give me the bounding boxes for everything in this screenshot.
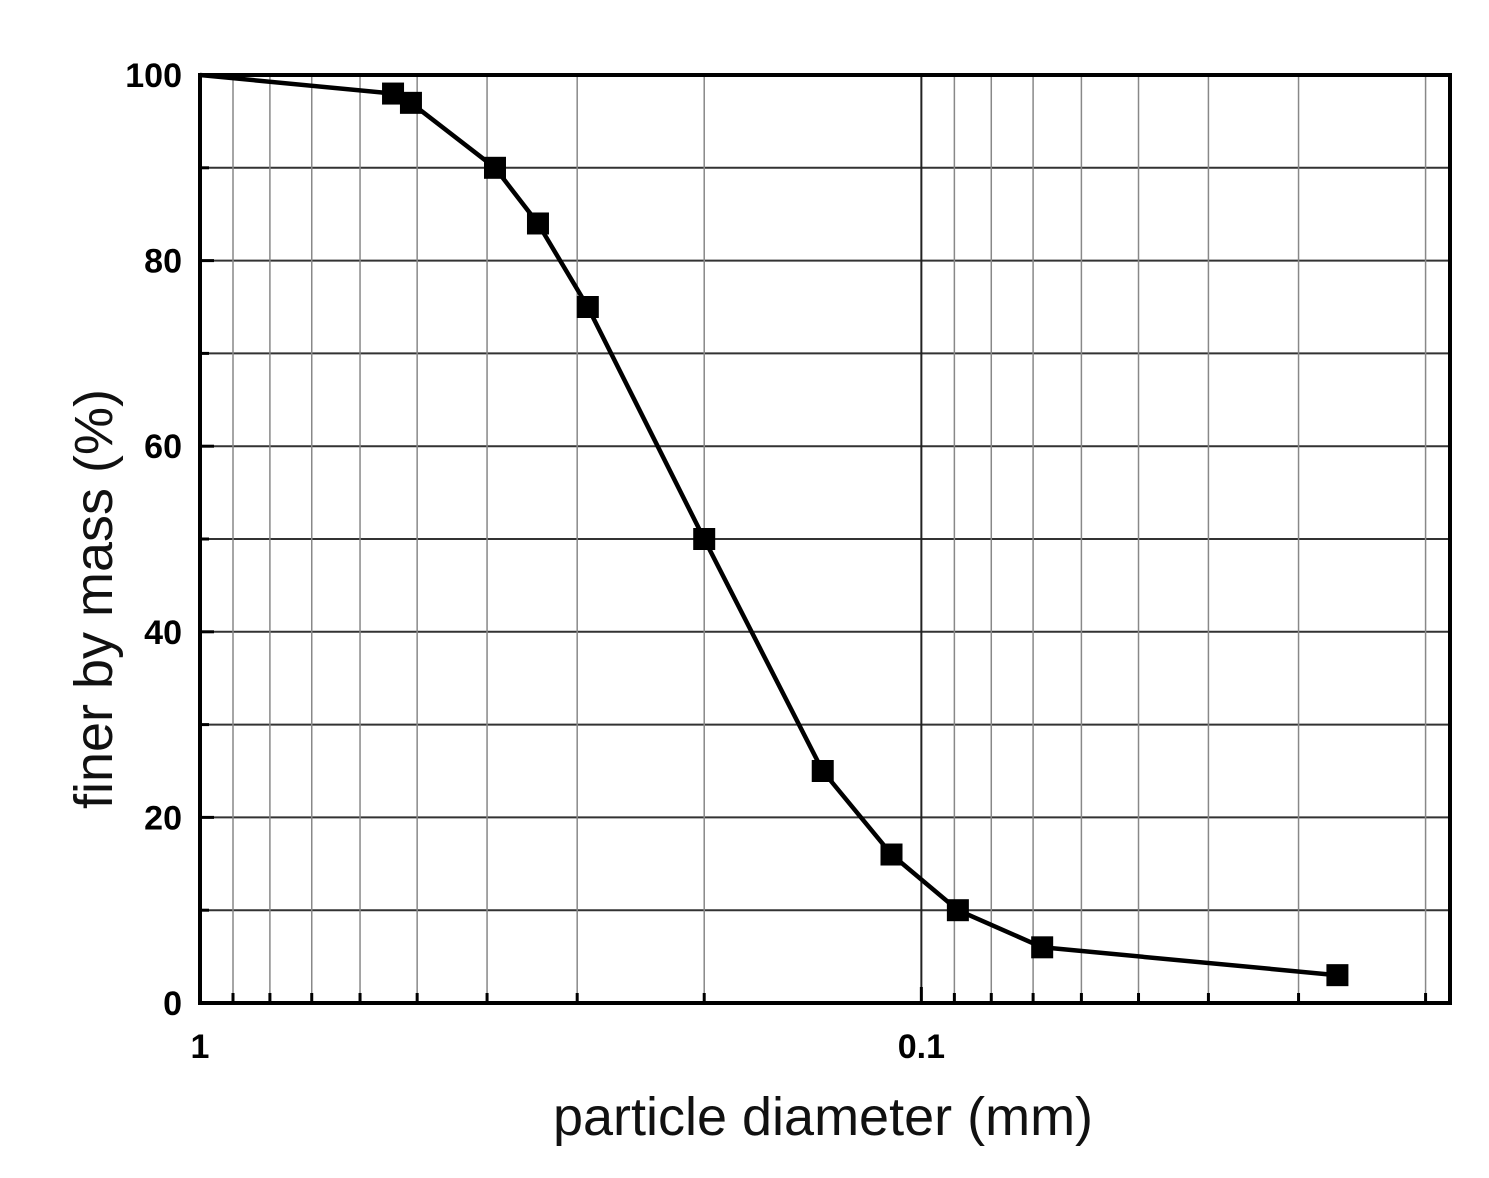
y-tick-label: 100 xyxy=(125,57,182,95)
data-point-marker xyxy=(693,528,716,550)
axis-ticks xyxy=(198,73,1428,1005)
series-markers xyxy=(382,82,1349,987)
y-tick-label: 40 xyxy=(144,614,182,652)
series-line xyxy=(199,72,1338,978)
x-tick-label: 1 xyxy=(191,1028,210,1066)
y-tick-label: 60 xyxy=(144,428,182,466)
y-tick-label: 80 xyxy=(144,243,182,281)
y-tick-label: 0 xyxy=(163,985,182,1023)
data-point-marker xyxy=(399,91,422,114)
data-point-marker xyxy=(1326,964,1349,987)
x-axis-title: particle diameter (mm) xyxy=(553,1087,1093,1147)
grid xyxy=(199,75,1450,1003)
x-tick-labels: 1 0.1 xyxy=(191,1028,945,1066)
y-tick-labels: 0 20 40 60 80 100 xyxy=(125,57,182,1023)
data-point-marker xyxy=(576,296,599,318)
data-point-marker xyxy=(811,760,834,782)
data-point-marker xyxy=(1031,936,1054,959)
x-tick-label: 0.1 xyxy=(898,1028,945,1066)
y-axis-title: finer by mass (%) xyxy=(64,389,124,809)
data-point-marker xyxy=(880,843,903,866)
data-point-marker xyxy=(946,899,969,922)
y-tick-label: 20 xyxy=(144,799,182,837)
data-point-marker xyxy=(526,212,549,235)
data-point-marker xyxy=(483,156,506,179)
data-point-marker xyxy=(382,82,405,105)
